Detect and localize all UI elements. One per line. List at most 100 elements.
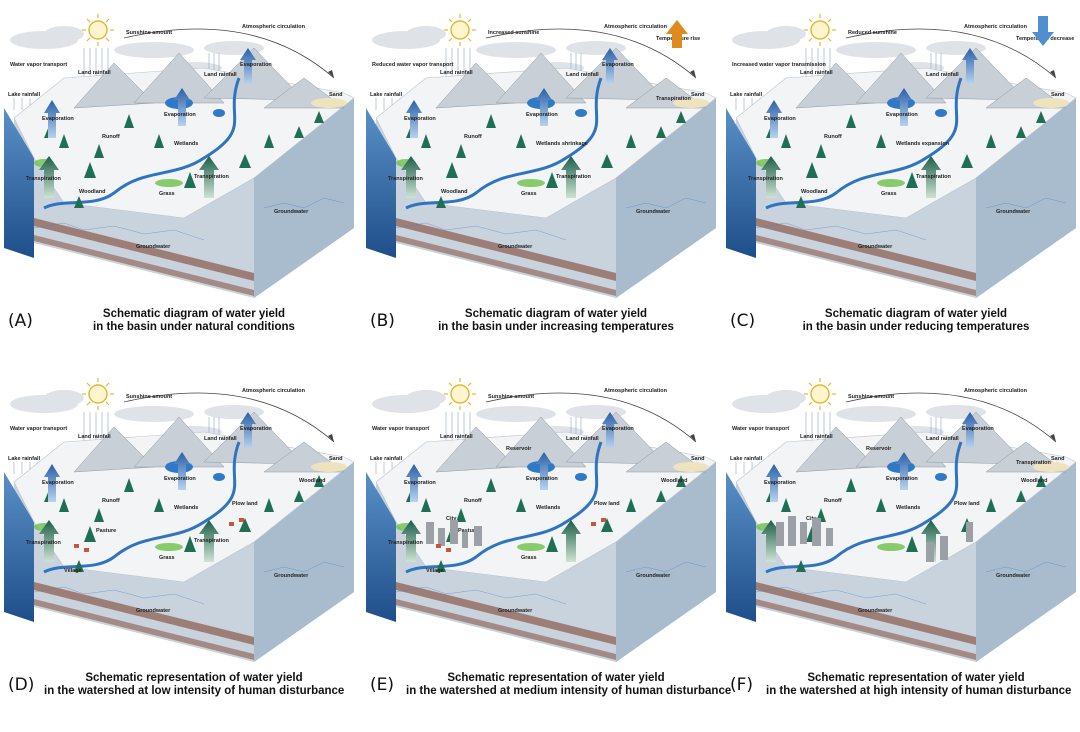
groundwater-label-1: Groundwater bbox=[636, 209, 671, 215]
diagram-panel-e: Sunshine amount Atmospheric circulation … bbox=[366, 372, 731, 732]
sun-label: Sunshine amount bbox=[848, 394, 894, 400]
evaporation-label-1: Evaporation bbox=[42, 480, 74, 486]
panel-caption: Schematic representation of water yield … bbox=[766, 672, 1072, 698]
panel-caption: Schematic representation of water yield … bbox=[406, 672, 731, 698]
lake-rainfall-label: Lake rainfall bbox=[8, 456, 41, 462]
sand-label: Sand bbox=[691, 456, 704, 462]
lake-rainfall-label: Lake rainfall bbox=[730, 456, 763, 462]
tree-icon bbox=[44, 111, 324, 208]
sand-area bbox=[673, 462, 709, 472]
transpiration-arrow bbox=[39, 520, 219, 562]
cloud-icon bbox=[10, 26, 264, 74]
evaporation-label-2: Evaporation bbox=[526, 112, 558, 118]
panel-letter: (D) bbox=[8, 675, 35, 695]
transpiration-label-1: Transpiration bbox=[748, 176, 783, 182]
runoff-label: Runoff bbox=[824, 134, 842, 140]
village-house-icon bbox=[74, 518, 244, 552]
sand-area bbox=[311, 462, 347, 472]
diagram-panel-a: Sunshine amount Atmospheric circulation … bbox=[4, 8, 360, 368]
evaporation-label-2: Evaporation bbox=[886, 476, 918, 482]
lake-rainfall-label: Lake rainfall bbox=[370, 456, 403, 462]
caption-line-2: in the watershed at high intensity of hu… bbox=[766, 685, 1072, 697]
circulation-arc bbox=[845, 392, 1057, 443]
panel-caption: Schematic diagram of water yield in the … bbox=[766, 308, 1066, 334]
sand-area bbox=[311, 98, 347, 108]
caption-line-2: in the basin under reducing temperatures bbox=[802, 321, 1030, 333]
sun-icon bbox=[82, 378, 114, 410]
grass-label: Grass bbox=[521, 191, 537, 197]
mountain-icon bbox=[795, 411, 1067, 473]
wetlands-label: Wetlands bbox=[174, 141, 198, 147]
cloud-icon bbox=[372, 390, 626, 438]
transpiration-arrow bbox=[39, 156, 219, 198]
groundwater-veins bbox=[33, 197, 345, 241]
lake bbox=[366, 108, 396, 258]
groundwater-label-2: Groundwater bbox=[498, 608, 533, 614]
runoff-label: Runoff bbox=[102, 498, 120, 504]
vapor-label: Reduced water vapor transport bbox=[372, 62, 453, 68]
groundwater-veins bbox=[395, 561, 707, 605]
transpiration-label-2: Transpiration bbox=[916, 174, 951, 180]
sand-label: Sand bbox=[1051, 92, 1064, 98]
transpiration-label-1: Transpiration bbox=[26, 540, 61, 546]
evaporation-label-1: Evaporation bbox=[764, 116, 796, 122]
circulation-arc bbox=[123, 392, 335, 443]
groundwater-veins bbox=[755, 561, 1067, 605]
city-label: City bbox=[446, 516, 457, 522]
caption-line-2: in the basin under increasing temperatur… bbox=[438, 321, 674, 333]
pasture-label: Pasture bbox=[458, 528, 478, 534]
atmospheric-circulation-label: Atmospheric circulation bbox=[604, 388, 668, 394]
sand-area bbox=[673, 98, 709, 108]
evaporation-arrow bbox=[44, 48, 256, 138]
evaporation-label-1: Evaporation bbox=[764, 480, 796, 486]
river bbox=[43, 441, 241, 574]
land-rainfall-label: Land rainfall bbox=[440, 434, 473, 440]
groundwater-label-2: Groundwater bbox=[858, 608, 893, 614]
evaporation-arrow bbox=[44, 412, 256, 502]
land-rainfall-label-2: Land rainfall bbox=[566, 436, 599, 442]
wetlands-label: Wetlands bbox=[896, 505, 920, 511]
lake-rainfall-label: Lake rainfall bbox=[8, 92, 41, 98]
basin-illustration: Sunshine amount Atmospheric circulation … bbox=[4, 14, 355, 298]
evaporation-label-1: Evaporation bbox=[404, 480, 436, 486]
caption-line-1: Schematic representation of water yield bbox=[85, 672, 303, 684]
runoff-label: Runoff bbox=[824, 498, 842, 504]
transpiration-label-3: Transpiration bbox=[656, 96, 691, 102]
basin-illustration: Reduced sunshine Atmospheric circulation… bbox=[726, 14, 1077, 298]
diagram-panel-d: Sunshine amount Atmospheric circulation … bbox=[4, 372, 360, 732]
evaporation-arrow bbox=[766, 48, 978, 138]
temperature-rise-arrow-icon bbox=[666, 20, 688, 48]
transpiration-arrow bbox=[401, 520, 581, 562]
lake bbox=[4, 472, 34, 622]
circulation-arc bbox=[485, 392, 697, 443]
woodland-label: Woodland bbox=[79, 189, 105, 195]
evaporation-label-1: Evaporation bbox=[404, 116, 436, 122]
evaporation-arrow bbox=[766, 412, 978, 502]
atmospheric-circulation-label: Atmospheric circulation bbox=[242, 24, 306, 30]
vapor-label: Water vapor transport bbox=[10, 426, 67, 432]
tree-icon bbox=[406, 111, 686, 208]
evaporation-label-3: Evaporation bbox=[240, 426, 272, 432]
reservoir-label: Reservoir bbox=[506, 446, 532, 452]
sun-icon bbox=[444, 14, 476, 46]
city-buildings-icon bbox=[426, 520, 482, 548]
land-rainfall-label-2: Land rainfall bbox=[204, 72, 237, 78]
village-label: Village bbox=[426, 568, 444, 574]
basin-illustration: Increased sunshine Atmospheric circulati… bbox=[366, 14, 717, 298]
groundwater-veins bbox=[33, 561, 345, 605]
evaporation-label-3: Evaporation bbox=[240, 62, 272, 68]
groundwater-veins bbox=[395, 197, 707, 241]
sand-label: Sand bbox=[691, 92, 704, 98]
sun-label: Sunshine amount bbox=[126, 30, 172, 36]
river bbox=[765, 77, 963, 210]
grass-label: Grass bbox=[159, 555, 175, 561]
transpiration-label-1: Transpiration bbox=[388, 540, 423, 546]
circulation-arc bbox=[123, 28, 335, 79]
sun-label: Reduced sunshine bbox=[848, 30, 897, 36]
sun-icon bbox=[804, 14, 836, 46]
pasture-label: Pasture bbox=[96, 528, 116, 534]
cloud-icon bbox=[732, 26, 986, 74]
atmospheric-circulation-label: Atmospheric circulation bbox=[604, 24, 668, 30]
tree-icon bbox=[406, 475, 686, 572]
wetlands-label: Wetlands shrinkage bbox=[536, 141, 588, 147]
